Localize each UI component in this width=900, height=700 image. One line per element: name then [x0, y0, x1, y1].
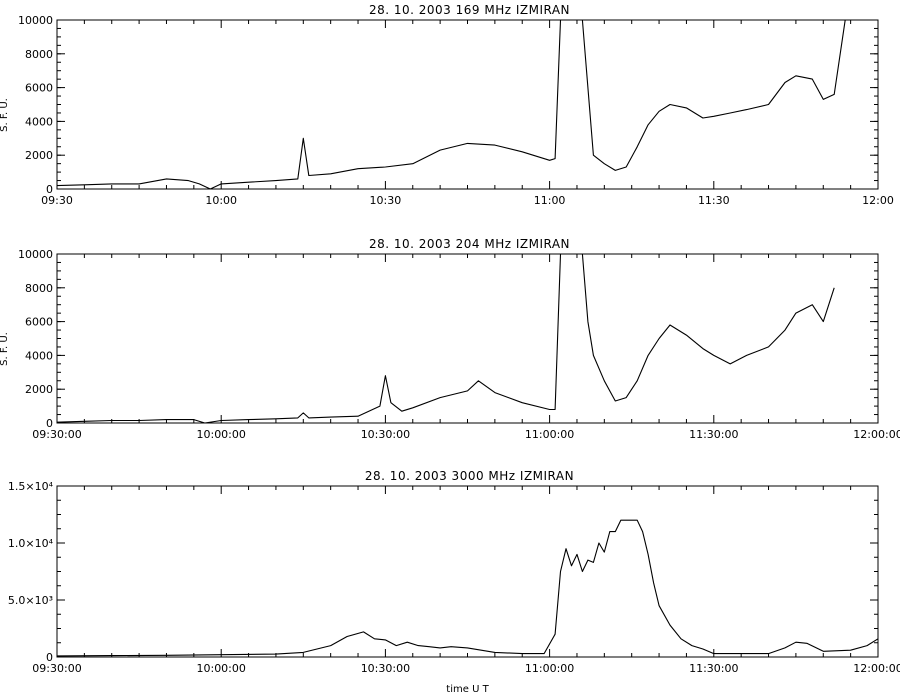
y-tick-label: 0 — [46, 651, 53, 664]
x-tick-label: 10:00:00 — [196, 428, 245, 441]
x-tick-label: 12:00 — [862, 194, 894, 207]
y-tick-label: 0 — [46, 183, 53, 196]
plot-frame — [56, 485, 879, 658]
x-tick-label: 10:30 — [370, 194, 402, 207]
y-tick-label: 0 — [46, 417, 53, 430]
panel-3: 28. 10. 2003 3000 MHz IZMIRAN 09:30:00 10:… — [8, 469, 900, 695]
x-tick-label: 11:30:00 — [689, 428, 738, 441]
x-tick-label: 11:00:00 — [525, 662, 574, 675]
series-line — [56, 519, 879, 657]
x-tick-label: 11:00 — [534, 194, 566, 207]
x-tick-label: 09:30:00 — [32, 428, 81, 441]
y-tick-label: 1.0×10⁴ — [8, 537, 54, 550]
x-tick-label: 11:00:00 — [525, 428, 574, 441]
chart-title: 28. 10. 2003 204 MHz IZMIRAN — [369, 237, 570, 251]
chart-title: 28. 10. 2003 169 MHz IZMIRAN — [369, 3, 570, 17]
y-tick-label: 8000 — [25, 282, 53, 295]
y-tick-label: 6000 — [25, 316, 53, 329]
x-tick-label: 10:30:00 — [361, 428, 410, 441]
series-line — [56, 19, 846, 190]
plot-frame — [56, 253, 879, 424]
chart-title: 28. 10. 2003 3000 MHz IZMIRAN — [365, 469, 574, 483]
panel-1: 28. 10. 2003 169 MHz IZMIRAN 09:30 10:00 10… — [0, 3, 894, 207]
x-tick-label: 10:30:00 — [361, 662, 410, 675]
y-tick-label: 1.5×10⁴ — [8, 480, 54, 493]
y-tick-label: 4000 — [25, 349, 53, 362]
x-tick-label: 11:30 — [698, 194, 730, 207]
y-axis-label: S. F. U. — [0, 332, 10, 366]
x-tick-label: 09:30 — [41, 194, 73, 207]
y-tick-label: 2000 — [25, 149, 53, 162]
x-tick-label: 10:00 — [205, 194, 237, 207]
x-tick-label: 10:00:00 — [196, 662, 245, 675]
y-tick-label: 10000 — [18, 248, 53, 261]
x-tick-label: 12:00:00 — [853, 428, 900, 441]
panel-2: 28. 10. 2003 204 MHz IZMIRAN 09:30:00 10:0… — [0, 237, 900, 441]
y-tick-label: 5.0×10³ — [8, 594, 53, 607]
x-axis-label: time U T — [446, 684, 489, 695]
series-line — [56, 253, 835, 424]
x-tick-label: 12:00:00 — [853, 662, 900, 675]
y-tick-label: 8000 — [25, 48, 53, 61]
y-tick-label: 2000 — [25, 383, 53, 396]
y-tick-label: 10000 — [18, 14, 53, 27]
x-tick-label: 09:30:00 — [32, 662, 81, 675]
x-tick-label: 11:30:00 — [689, 662, 738, 675]
y-axis-label: S. F. U. — [0, 98, 10, 132]
y-tick-label: 4000 — [25, 115, 53, 128]
y-tick-label: 6000 — [25, 82, 53, 95]
plot-frame — [56, 19, 879, 190]
